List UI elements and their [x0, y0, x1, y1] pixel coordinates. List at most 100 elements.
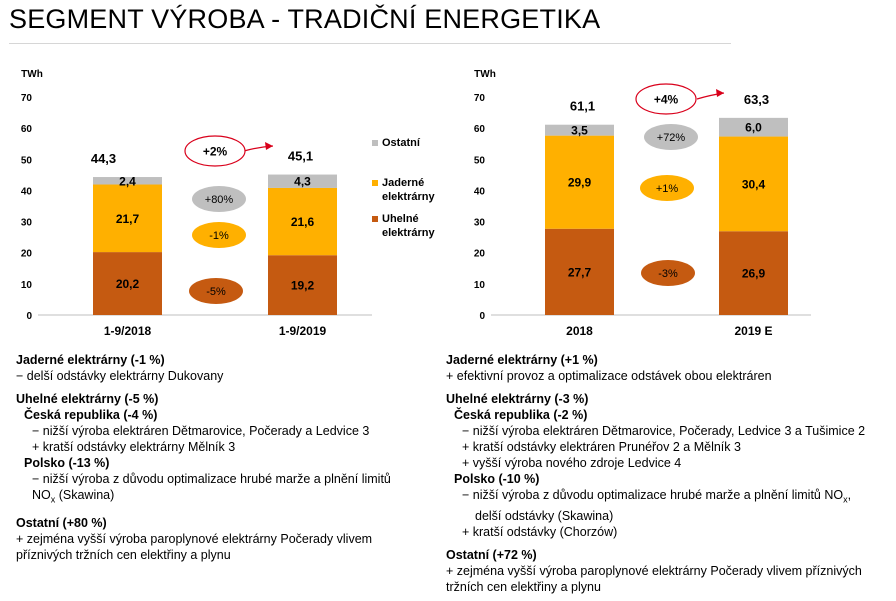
note-line: + kratší odstávky elektrárny Mělník 3	[32, 440, 236, 454]
notes-left: Jaderné elektrárny (-1 %) − delší odstávk…	[16, 352, 436, 563]
total-change-bubble	[635, 83, 697, 115]
bar-segment-other	[719, 117, 788, 137]
data-label: 19,2	[291, 279, 315, 293]
change-label-nuclear: +1%	[656, 183, 679, 195]
note-line: tržních cen elektřiny a plynu	[446, 579, 601, 594]
bar-segment-nuclear	[719, 136, 788, 232]
note-line: − nižší výroba elektráren Dětmarovice, P…	[462, 424, 866, 438]
data-label: 21,7	[116, 212, 140, 226]
note-line: + zejména vyšší výroba paroplynové elekt…	[16, 531, 373, 546]
bar-segment-coal	[268, 255, 337, 315]
data-label: 21,6	[291, 215, 315, 229]
bar-segment-other	[545, 124, 614, 136]
total-change-label: +4%	[654, 93, 679, 107]
y-axis-label: TWh	[21, 69, 43, 80]
note-line: + efektivní provoz a optimalizace odstáv…	[446, 369, 772, 383]
change-bubble-nuclear	[192, 222, 246, 248]
y-tick-label: 50	[21, 155, 33, 166]
note-line: + zejména vyšší výroba paroplynové elekt…	[446, 563, 862, 578]
bar-segment-coal	[93, 252, 162, 315]
page-title: SEGMENT VÝROBA - TRADIČNÍ ENERGETIKA	[9, 4, 601, 34]
total-change-label: +2%	[203, 145, 228, 159]
notes-right: Jaderné elektrárny (+1 %) + efektivní pro…	[446, 352, 892, 595]
total-label: 61,1	[570, 99, 595, 114]
note-line: + kratší odstávky elektráren Prunéřov 2 …	[462, 440, 741, 454]
data-label: 3,5	[571, 124, 588, 138]
change-label-other: +72%	[657, 132, 686, 144]
note-line: delší odstávky (Skawina)	[475, 508, 614, 523]
y-tick-label: 50	[474, 155, 486, 166]
data-label: 29,9	[568, 176, 592, 190]
note-line: − delší odstávky elektrárny Dukovany	[16, 369, 224, 383]
y-tick-label: 0	[479, 311, 485, 322]
bar-segment-nuclear	[268, 187, 337, 256]
note-heading: Česká republika (-4 %)	[24, 408, 158, 422]
legend-swatch-nuclear	[372, 180, 378, 186]
y-axis-label: TWh	[474, 69, 496, 80]
change-bubble-other	[644, 124, 698, 150]
note-heading: Ostatní (+80 %)	[16, 515, 107, 530]
legend-label: elektrárny	[382, 227, 435, 239]
chart-right: TWh 0 10 20 30 40 50 60 70 27,7 29,9 3,5 61,1 2018 26,…	[474, 69, 811, 338]
data-label: 27,7	[568, 265, 592, 279]
note-heading: Ostatní (+72 %)	[446, 547, 537, 562]
y-tick-label: 40	[21, 186, 33, 197]
note-line: − nižší výroba elektráren Dětmarovice, P…	[32, 424, 370, 438]
category-label: 2019 E	[734, 324, 772, 338]
note-heading: Česká republika (-2 %)	[454, 408, 588, 422]
bar-segment-nuclear	[545, 135, 614, 229]
data-label: 26,9	[742, 267, 766, 281]
data-label: 30,4	[742, 177, 766, 191]
total-label: 45,1	[288, 149, 313, 164]
note-line: − nižší výroba z důvodu optimalizace hru…	[462, 488, 852, 505]
change-bubble-coal	[189, 278, 243, 304]
change-bubble-nuclear	[640, 175, 694, 201]
y-tick-label: 20	[21, 249, 33, 260]
note-line: příznivých tržních cen elektřiny a plynu	[16, 547, 231, 562]
total-label: 44,3	[91, 151, 116, 166]
note-heading: Uhelné elektrárny (-3 %)	[446, 392, 589, 406]
data-label: 6,0	[745, 121, 762, 135]
change-bubble-coal	[641, 260, 695, 286]
note-heading: Polsko (-13 %)	[24, 456, 110, 470]
legend-label: Uhelné	[382, 213, 419, 225]
y-tick-label: 60	[21, 124, 33, 135]
note-heading: Jaderné elektrárny (+1 %)	[446, 353, 598, 367]
arrow-head	[716, 89, 724, 97]
category-label: 1-9/2018	[104, 324, 152, 338]
category-label: 2018	[566, 324, 593, 338]
data-label: 2,4	[119, 174, 136, 188]
bar-segment-other	[268, 174, 337, 188]
category-label: 1-9/2019	[279, 324, 327, 338]
total-change-bubble	[184, 135, 246, 167]
legend-swatch-other	[372, 140, 378, 146]
legend-label: Ostatní	[382, 137, 421, 149]
change-label-coal: -3%	[658, 268, 678, 280]
y-tick-label: 10	[21, 280, 33, 291]
y-tick-label: 10	[474, 280, 486, 291]
data-label: 20,2	[116, 277, 140, 291]
chart-left: TWh 0 10 20 30 40 50 60 70 20,2 21,7 2,444,3 1-9/201…	[21, 69, 436, 338]
y-tick-label: 20	[474, 249, 486, 260]
y-tick-label: 30	[474, 218, 486, 229]
note-heading: Polsko (-10 %)	[454, 472, 540, 486]
note-line: NOx (Skawina)	[32, 488, 115, 505]
change-bubble-other	[192, 186, 246, 212]
y-tick-label: 0	[26, 311, 32, 322]
change-label-coal: -5%	[206, 286, 226, 298]
total-label: 63,3	[744, 92, 769, 107]
y-tick-label: 40	[474, 186, 486, 197]
note-line: + kratší odstávky (Chorzów)	[462, 524, 618, 539]
y-tick-label: 30	[21, 218, 33, 229]
note-line: − nižší výroba z důvodu optimalizace hru…	[32, 472, 391, 486]
bar-segment-coal	[719, 231, 788, 315]
legend-label: elektrárny	[382, 191, 435, 203]
legend-label: Jaderné	[382, 177, 424, 189]
arrow-head	[265, 142, 273, 150]
y-tick-label: 70	[21, 93, 33, 104]
note-heading: Uhelné elektrárny (-5 %)	[16, 392, 159, 406]
note-line: + vyšší výroba nového zdroje Ledvice 4	[462, 456, 682, 470]
data-label: 4,3	[294, 175, 311, 189]
note-heading: Jaderné elektrárny (-1 %)	[16, 353, 165, 367]
bar-segment-other	[93, 177, 162, 185]
